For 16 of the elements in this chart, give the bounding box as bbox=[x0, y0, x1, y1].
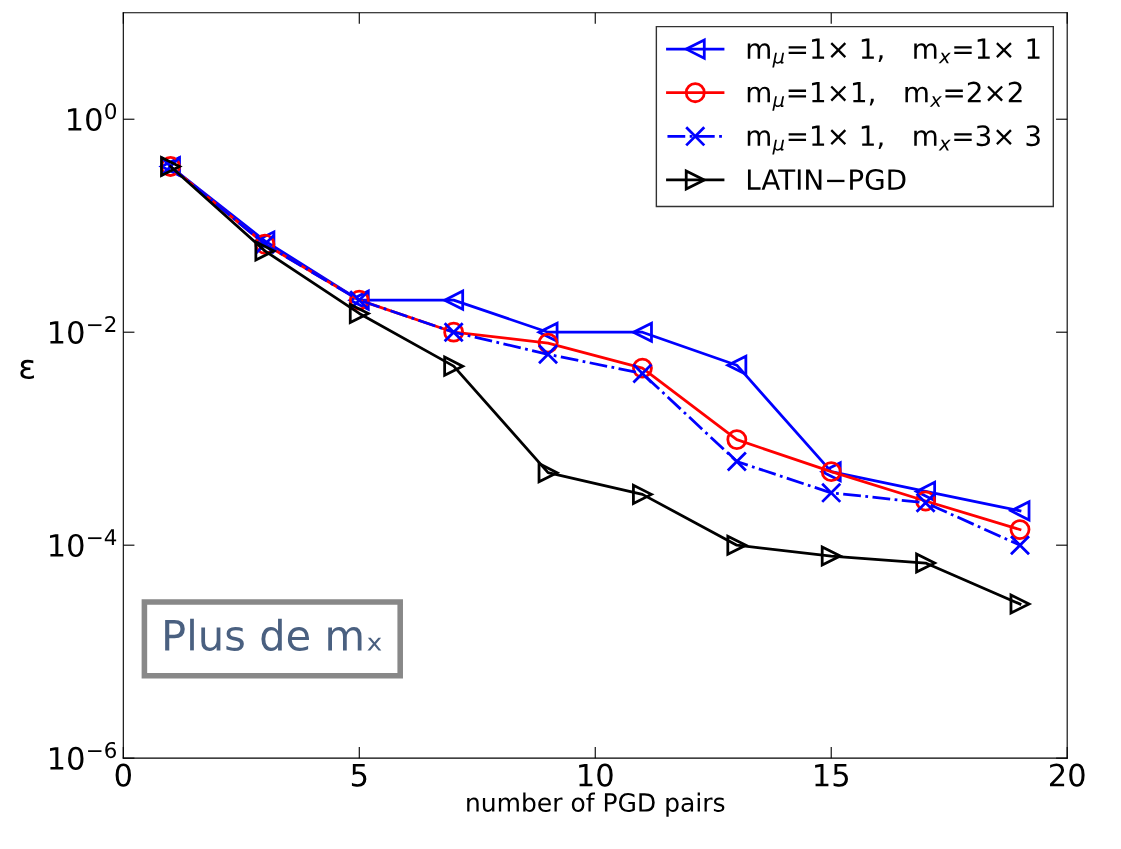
y-tick-label: 10$^{−6}$ bbox=[50, 741, 116, 770]
x-tick-label: 0 bbox=[115, 763, 131, 787]
x-tick-label: 5 bbox=[351, 763, 367, 787]
legend-label: LATIN−PGD bbox=[747, 169, 906, 191]
x-tick-label: 20 bbox=[1049, 763, 1085, 787]
x-tick-label: 10 bbox=[579, 763, 613, 787]
legend-label: m$_{μ}$=1×1, m$_{x}$=2×2 bbox=[747, 81, 1022, 111]
x-axis-title: number of PGD pairs bbox=[467, 792, 725, 817]
y-tick-label: 10$^{−2}$ bbox=[50, 316, 116, 345]
x-tick-label: 15 bbox=[815, 763, 848, 787]
y-tick-label: 10$^{0}$ bbox=[68, 103, 117, 132]
legend-label: m$_{μ}$=1× 1, m$_{x}$=1× 1 bbox=[747, 38, 1040, 68]
legend-label: m$_{μ}$=1× 1, m$_{x}$=3× 3 bbox=[747, 125, 1040, 155]
y-axis-title: ε bbox=[20, 359, 34, 379]
y-tick-label: 10$^{−4}$ bbox=[50, 529, 117, 558]
annotation: Plus de mₓ bbox=[165, 618, 382, 651]
